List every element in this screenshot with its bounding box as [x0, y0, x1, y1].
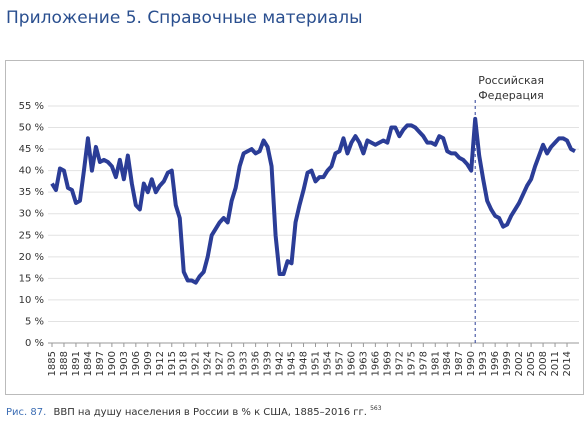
y-tick-label: 25 % [19, 230, 44, 241]
caption-text: ВВП на душу населения в России в % к США… [53, 407, 366, 418]
x-tick-label: 1957 [334, 351, 345, 376]
x-tick-label: 2002 [514, 351, 525, 376]
x-tick-label: 1906 [131, 351, 142, 376]
x-tick-label: 1978 [418, 351, 429, 376]
page-title: Приложение 5. Справочные материалы [6, 8, 363, 28]
x-tick-label: 1927 [215, 351, 226, 376]
x-tick-label: 1912 [155, 351, 166, 376]
y-tick-label: 30 % [19, 209, 44, 220]
x-tick-label: 1954 [322, 351, 333, 376]
x-tick-label: 1996 [490, 351, 501, 376]
x-tick-label: 1936 [251, 351, 262, 376]
x-tick-label: 2005 [526, 351, 537, 376]
x-tick-label: 2011 [550, 351, 561, 376]
y-tick-label: 10 % [19, 295, 44, 306]
x-tick-label: 1951 [310, 351, 321, 376]
x-tick-label: 2014 [562, 351, 573, 376]
annotation-text: Федерация [478, 89, 544, 102]
caption: Рис. 87. ВВП на душу населения в России … [6, 405, 382, 419]
y-tick-label: 40 % [19, 166, 44, 177]
y-tick-label: 5 % [25, 316, 44, 327]
y-tick-label: 55 % [19, 101, 44, 112]
x-tick-label: 1999 [502, 351, 513, 376]
x-tick-label: 1891 [71, 351, 82, 376]
y-tick-label: 15 % [19, 273, 44, 284]
x-tick-label: 1900 [107, 351, 118, 376]
x-tick-label: 1975 [406, 351, 417, 376]
x-tick-label: 1930 [227, 351, 238, 376]
y-tick-label: 0 % [25, 338, 44, 349]
x-tick-label: 1921 [191, 351, 202, 376]
x-tick-label: 2008 [538, 351, 549, 376]
x-tick-label: 1993 [478, 351, 489, 376]
y-tick-label: 20 % [19, 252, 44, 263]
x-tick-label: 1963 [358, 351, 369, 376]
x-tick-label: 1990 [466, 351, 477, 376]
y-tick-label: 45 % [19, 144, 44, 155]
x-tick-label: 1948 [299, 351, 310, 376]
x-tick-label: 1942 [275, 351, 286, 376]
x-tick-label: 1933 [239, 351, 250, 376]
x-tick-label: 1888 [59, 351, 70, 376]
x-tick-label: 1939 [263, 351, 274, 376]
footnote: 563 [370, 405, 382, 412]
x-tick-label: 1969 [382, 351, 393, 376]
x-tick-label: 1966 [370, 351, 381, 376]
chart-frame [5, 60, 584, 395]
x-tick-label: 1981 [430, 351, 441, 376]
x-tick-label: 1903 [119, 351, 130, 376]
y-tick-label: 50 % [19, 123, 44, 134]
x-tick-label: 1984 [442, 351, 453, 376]
x-tick-label: 1945 [287, 351, 298, 376]
x-tick-label: 1909 [143, 351, 154, 376]
x-tick-label: 1960 [346, 351, 357, 376]
y-tick-label: 35 % [19, 187, 44, 198]
caption-label: Рис. 87. [6, 407, 46, 418]
data-line [50, 116, 576, 285]
x-tick-label: 1972 [394, 351, 405, 376]
x-tick-label: 1918 [179, 351, 190, 376]
x-tick-label: 1894 [83, 351, 94, 376]
x-tick-label: 1897 [95, 351, 106, 376]
x-tick-label: 1915 [167, 351, 178, 376]
annotation-text: Российская [478, 74, 544, 87]
x-tick-label: 1885 [47, 351, 58, 376]
x-tick-label: 1924 [203, 351, 214, 376]
x-tick-label: 1987 [454, 351, 465, 376]
